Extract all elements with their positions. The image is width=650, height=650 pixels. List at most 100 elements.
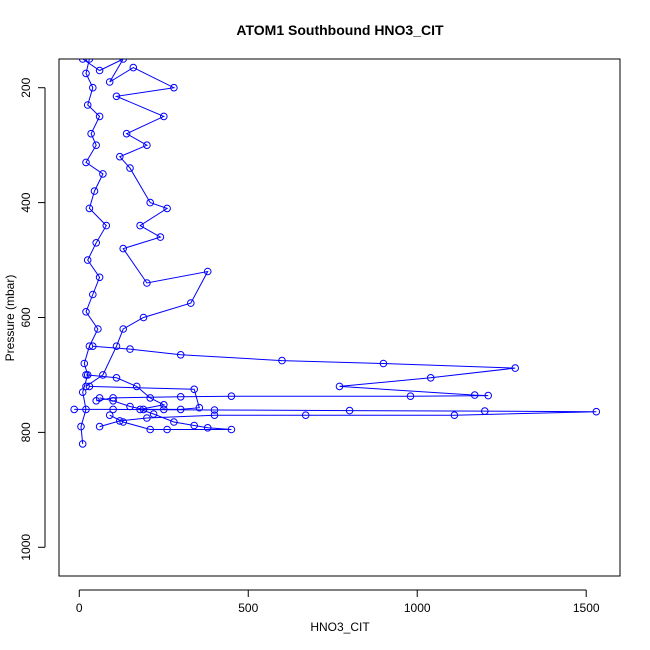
- data-point: [210, 411, 219, 420]
- data-point: [160, 405, 168, 414]
- data-point: [126, 402, 134, 411]
- data-point: [99, 170, 107, 178]
- data-point: [82, 69, 90, 78]
- x-tick-label: 500: [238, 601, 258, 615]
- data-point: [163, 204, 171, 213]
- plot-area: [70, 59, 601, 448]
- data-point: [139, 313, 148, 322]
- plot-frame: [58, 58, 621, 577]
- data-point: [160, 401, 168, 409]
- data-point: [83, 101, 92, 109]
- x-axis: 0 500 1000 1500: [76, 589, 600, 615]
- y-tick-label: 800: [19, 422, 33, 442]
- series-line: [74, 408, 597, 428]
- data-point: [95, 273, 104, 282]
- data-point: [592, 407, 601, 416]
- series-line: [82, 59, 209, 387]
- data-point: [109, 405, 117, 414]
- data-point: [99, 371, 107, 379]
- data-point: [406, 392, 415, 401]
- data-point: [176, 351, 185, 359]
- data-point: [119, 418, 127, 426]
- data-point: [94, 325, 102, 333]
- data-point: [70, 405, 78, 414]
- data-point: [80, 359, 89, 368]
- data-point: [227, 392, 236, 401]
- data-point: [119, 59, 127, 63]
- data-point: [109, 397, 117, 405]
- x-tick-label: 1000: [404, 601, 431, 615]
- data-point: [78, 440, 87, 448]
- data-point: [450, 411, 459, 420]
- data-point: [82, 382, 90, 391]
- data-point: [156, 233, 165, 241]
- data-point: [82, 158, 90, 167]
- data-point: [136, 221, 144, 230]
- chart-title: ATOM1 Southbound HNO3_CIT: [236, 22, 444, 38]
- data-point: [176, 405, 185, 414]
- data-point: [379, 359, 388, 368]
- data-point: [203, 424, 212, 432]
- data-point: [112, 92, 121, 101]
- data-point: [129, 63, 138, 72]
- data-point: [301, 411, 310, 420]
- data-point: [77, 422, 85, 431]
- data-point: [146, 198, 154, 207]
- data-point: [195, 403, 204, 412]
- data-point: [146, 425, 154, 434]
- data-point: [119, 244, 127, 253]
- data-point: [190, 385, 198, 394]
- data-point: [89, 83, 97, 92]
- data-point: [149, 410, 158, 418]
- data-point: [119, 325, 127, 333]
- data-point: [203, 267, 212, 276]
- data-point: [85, 382, 94, 391]
- y-tick-label: 200: [19, 77, 33, 97]
- data-point: [78, 59, 87, 63]
- data-point: [89, 342, 97, 351]
- data-point: [190, 421, 198, 430]
- data-point: [92, 141, 100, 149]
- data-point: [85, 204, 94, 213]
- data-point: [278, 356, 286, 365]
- data-point: [122, 129, 131, 138]
- series-line: [85, 374, 232, 430]
- x-tick-label: 0: [76, 601, 83, 615]
- data-point: [82, 371, 90, 379]
- data-point: [335, 382, 344, 391]
- y-tick-label: 600: [19, 307, 33, 327]
- data-point: [102, 221, 111, 230]
- data-point: [85, 342, 94, 351]
- x-tick-label: 1500: [573, 601, 600, 615]
- data-point: [143, 414, 151, 422]
- data-point: [116, 417, 124, 425]
- data-point: [116, 152, 124, 161]
- data-point: [170, 83, 178, 92]
- data-point: [345, 406, 354, 415]
- data-point: [95, 66, 104, 75]
- data-point: [90, 187, 99, 195]
- data-point: [484, 391, 493, 400]
- series-line: [89, 385, 200, 410]
- y-axis: 200 400 600 800 1000: [19, 77, 46, 561]
- data-point: [87, 129, 95, 138]
- series-line: [92, 345, 516, 402]
- data-point: [210, 406, 219, 414]
- data-point: [170, 418, 178, 426]
- data-point: [105, 411, 114, 420]
- data-point: [112, 342, 121, 351]
- data-point: [146, 394, 154, 402]
- data-point: [132, 382, 141, 391]
- data-point: [89, 290, 97, 299]
- data-point: [78, 388, 87, 397]
- data-point: [95, 394, 104, 402]
- data-point: [163, 425, 171, 434]
- data-point: [187, 299, 195, 307]
- data-point: [95, 422, 104, 431]
- data-point: [143, 141, 151, 149]
- data-point: [176, 393, 185, 401]
- data-point: [470, 391, 479, 399]
- data-point: [82, 308, 90, 316]
- data-point: [426, 374, 435, 382]
